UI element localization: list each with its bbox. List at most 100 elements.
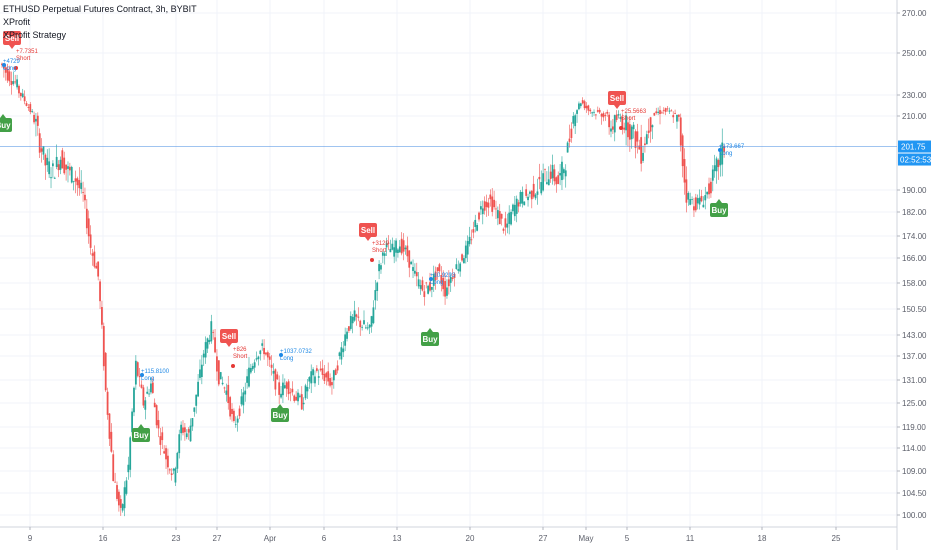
price-tick-label: 104.50 <box>902 489 927 498</box>
candle <box>349 311 352 331</box>
candle <box>214 329 216 354</box>
candle <box>332 369 335 389</box>
candle <box>283 378 286 390</box>
legend: ETHUSD Perpetual Futures Contract, 3h, B… <box>3 3 197 42</box>
grid <box>0 0 898 550</box>
price-tick-label: 210.00 <box>902 112 927 121</box>
candle <box>566 141 569 153</box>
candle <box>336 360 339 374</box>
candle <box>681 133 684 178</box>
candle <box>391 237 394 251</box>
indicator-xprofit-strategy[interactable]: XProfit Strategy <box>3 30 67 40</box>
candle <box>225 383 228 402</box>
candle <box>323 365 326 384</box>
time-tick-label: Apr <box>264 534 277 543</box>
sell-signal[interactable]: Sell Short+25.5663 <box>608 91 647 130</box>
signal-side: Long <box>141 376 154 382</box>
time-tick-label: 5 <box>625 534 630 543</box>
candle <box>440 266 443 292</box>
candle <box>636 123 639 154</box>
sell-signal[interactable]: Sell Short+3129 <box>359 223 390 262</box>
candle <box>340 341 343 365</box>
candle <box>227 375 230 410</box>
candle <box>150 377 152 395</box>
candle <box>536 178 539 205</box>
candle <box>687 191 690 206</box>
time-axis[interactable]: 9 16 23 27 Apr 6 13 20 27 May 5 11 18 25 <box>28 527 841 543</box>
candle <box>544 168 546 182</box>
candle <box>48 148 51 178</box>
price-axis[interactable]: 270.00 250.00 230.00 210.00 190.00 182.00 174.… <box>897 0 932 550</box>
candle <box>97 261 100 281</box>
buy-signal[interactable]: Buy Long+115.8100 <box>132 369 170 442</box>
price-tick-label: 150.50 <box>902 305 927 314</box>
candle <box>402 233 405 261</box>
candle <box>329 373 331 388</box>
signal-side: Long <box>719 151 732 157</box>
sell-signal[interactable]: Sell Short+826 <box>220 329 248 368</box>
candle <box>38 128 41 159</box>
countdown-badge: 02:52:53 <box>900 156 932 165</box>
candle <box>717 158 720 180</box>
candle <box>91 248 94 266</box>
candle <box>508 205 511 235</box>
candle <box>306 379 309 399</box>
signal-profit: +115.8100 <box>141 369 170 375</box>
candle <box>217 360 220 387</box>
signal-profit: +25.5663 <box>621 109 647 115</box>
candle <box>410 260 413 265</box>
buy-signal[interactable]: Buy Long+10.9293 <box>421 273 456 346</box>
candle <box>649 116 652 143</box>
candle <box>659 105 661 125</box>
candle <box>468 226 471 247</box>
candle <box>266 350 269 367</box>
candle <box>387 235 390 251</box>
sell-signal[interactable]: Sell Short+7.7351 <box>3 31 39 70</box>
candle <box>170 468 173 481</box>
candle <box>102 322 105 371</box>
candle <box>70 165 73 184</box>
symbol-title[interactable]: ETHUSD Perpetual Futures Contract, 3h, B… <box>3 4 197 14</box>
candle <box>165 445 167 470</box>
candle <box>447 270 450 295</box>
candle <box>393 240 396 264</box>
time-tick-label: 27 <box>539 534 548 543</box>
candle <box>372 300 375 325</box>
candle <box>589 108 592 115</box>
candle <box>65 164 68 181</box>
candle <box>182 420 184 436</box>
signal-dot <box>370 258 374 262</box>
candle <box>168 468 171 474</box>
signal-dot <box>619 126 623 130</box>
indicator-xprofit[interactable]: XProfit <box>3 17 31 27</box>
candle <box>187 427 190 440</box>
candle <box>142 384 145 408</box>
buy-signal[interactable]: Buy Long+173.667 <box>710 144 745 217</box>
signal-dot <box>718 148 722 152</box>
candle <box>381 251 384 264</box>
candle <box>706 191 709 199</box>
candle <box>112 450 115 482</box>
price-tick-label: 270.00 <box>902 9 927 18</box>
buy-signal[interactable]: Buy Long+4729 <box>0 59 21 132</box>
candle <box>35 113 37 137</box>
price-tick-label: 230.00 <box>902 91 927 100</box>
candle <box>679 113 682 152</box>
buy-signal[interactable]: Buy Long+1037.0732 <box>271 349 313 422</box>
candle <box>485 194 488 217</box>
candle <box>412 259 414 279</box>
candle <box>342 341 345 358</box>
candle <box>216 349 218 381</box>
signal-dot <box>14 66 18 70</box>
candle <box>677 114 680 122</box>
candle <box>438 262 441 274</box>
candle <box>538 163 541 190</box>
candle <box>193 407 196 417</box>
candle <box>23 90 26 105</box>
candle <box>708 177 710 199</box>
price-tick-label: 131.00 <box>902 376 927 385</box>
candle <box>711 165 714 192</box>
candle <box>415 262 418 287</box>
